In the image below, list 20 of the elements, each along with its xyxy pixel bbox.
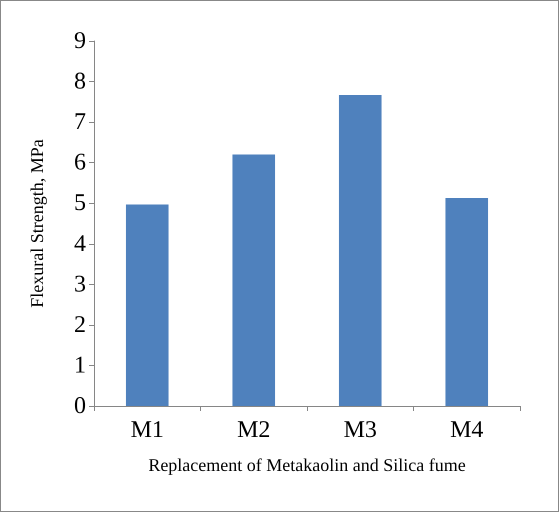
y-tick-label: 2 (74, 312, 86, 338)
x-tick-label: M4 (450, 417, 484, 443)
y-tick-label: 9 (74, 28, 86, 54)
y-tick-label: 7 (74, 109, 86, 136)
bar (338, 94, 382, 406)
y-tick-label: 4 (74, 230, 86, 257)
x-tick-label: M3 (344, 417, 377, 443)
bar (232, 154, 276, 406)
y-tick-label: 5 (74, 190, 86, 216)
x-tick-label: M1 (130, 417, 164, 443)
bar (445, 198, 488, 406)
y-tick-label: 3 (74, 271, 86, 298)
y-axis-title: Flexural Strength, MPa (27, 139, 47, 308)
y-tick-label: 0 (74, 393, 86, 419)
y-tick-label: 6 (74, 150, 86, 176)
x-tick-label: M2 (237, 417, 270, 443)
x-axis-title: Replacement of Metakaolin and Silica fume (148, 455, 466, 475)
bar (126, 204, 169, 406)
y-tick-label: 8 (74, 68, 86, 95)
y-tick-label: 1 (74, 352, 86, 378)
